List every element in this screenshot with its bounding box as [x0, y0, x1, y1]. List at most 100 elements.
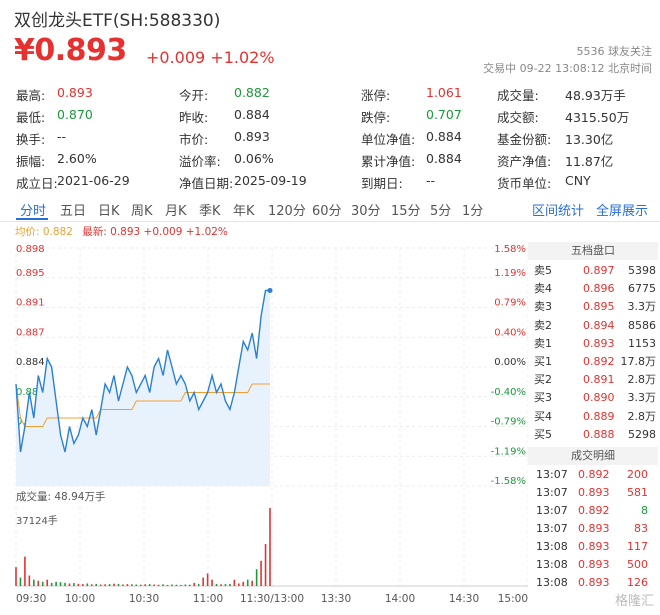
stat-label: 换手: — [16, 132, 46, 147]
volume-bar — [33, 579, 35, 586]
trade-quantity: 117 — [627, 540, 648, 553]
level-name: 买4 — [534, 409, 552, 423]
order-level: 买1 0.892 17.8万 — [528, 353, 658, 371]
volume-bar — [73, 583, 75, 586]
order-level: 卖4 0.896 6775 — [528, 280, 658, 298]
period-tabs: 分时 五日 日K 周K 月K 季K 年K 120分 60分 30分 15分 5分 1分 区间统计 全屏展示 — [0, 196, 660, 222]
volume-bar — [55, 581, 57, 586]
tab-0[interactable]: 分时 — [20, 204, 47, 219]
level-quantity: 1153 — [628, 336, 656, 350]
level-price: 0.895 — [583, 300, 615, 314]
y-tick-label: 0.887 — [16, 327, 45, 338]
stat-label: 资产净值: — [497, 154, 552, 169]
order-level: 买5 0.888 5298 — [528, 426, 658, 444]
tab-7[interactable]: 120分 — [268, 204, 306, 219]
trade-quantity: 126 — [627, 576, 648, 589]
x-tick-label: 13:30 — [321, 593, 351, 605]
volume-bar — [233, 579, 236, 586]
volume-bar — [197, 584, 200, 586]
volume-bar — [41, 581, 44, 586]
trade-time: 13:07 — [536, 468, 568, 481]
order-level: 卖3 0.895 3.3万 — [528, 298, 658, 316]
stat-value: 11.87亿 — [565, 154, 614, 169]
volume-bar — [122, 584, 124, 586]
trade-row: 13:07 0.892 8 — [528, 502, 658, 520]
volume-bar — [68, 583, 71, 586]
y-tick-pct-label: -0.79% — [491, 417, 526, 428]
volume-bar — [153, 584, 155, 586]
trade-quantity: 581 — [627, 486, 648, 499]
stat-value: -- — [57, 129, 67, 144]
stat-label: 基金份额: — [497, 132, 552, 147]
volume-bar — [135, 584, 138, 586]
volume-bar — [95, 583, 98, 586]
order-level: 买2 0.891 2.8万 — [528, 371, 658, 389]
volume-bar — [86, 583, 89, 586]
tab-3[interactable]: 周K — [131, 204, 153, 219]
y-tick-pct-label: 0.40% — [494, 327, 526, 338]
stat-value: 0.893 — [57, 85, 93, 100]
volume-bar — [139, 584, 142, 586]
volume-bar — [206, 573, 209, 586]
volume-bar — [180, 584, 182, 586]
price-line — [15, 289, 270, 453]
y-tick-label: 0.891 — [16, 298, 45, 309]
volume-bar — [193, 582, 196, 586]
tab-12[interactable]: 1分 — [462, 204, 484, 219]
stats-row: 换手: -- 市价: 0.893 单位净值: 0.884 基金份额: 13.30亿 — [16, 129, 656, 151]
volume-bar — [77, 583, 80, 586]
y-tick-pct-label: 0.79% — [494, 298, 526, 309]
volume-bar — [131, 584, 133, 586]
level-price: 0.897 — [583, 264, 615, 277]
level-quantity: 2.8万 — [627, 409, 657, 423]
volume-bar — [24, 556, 26, 586]
tab-2[interactable]: 日K — [98, 204, 120, 219]
volume-bar — [255, 569, 258, 586]
stat-label: 成交额: — [497, 110, 539, 125]
volume-bar — [260, 560, 262, 586]
volume-label: 成交量: 48.94万手 — [16, 490, 105, 503]
level-price: 0.889 — [583, 409, 615, 423]
stat-label: 成立日: — [16, 176, 58, 191]
volume-bar — [148, 584, 151, 586]
stat-label: 净值日期: — [179, 176, 234, 191]
tab-4[interactable]: 月K — [165, 204, 187, 219]
follower-count[interactable]: 5536 球友关注 — [576, 45, 653, 58]
volume-bar — [113, 583, 115, 586]
stats-row: 最低: 0.870 昨收: 0.884 跌停: 0.707 成交额: 4315.50万 — [16, 107, 656, 129]
level-price: 0.891 — [583, 373, 615, 387]
tab-10[interactable]: 15分 — [391, 204, 421, 219]
volume-bar — [144, 584, 147, 586]
level-quantity: 2.8万 — [627, 373, 657, 387]
stat-label: 今开: — [179, 88, 209, 103]
tab-1[interactable]: 五日 — [60, 204, 87, 219]
order-book-title: 五档盘口 — [528, 242, 658, 260]
volume-bar — [126, 584, 129, 586]
active-tab-indicator — [16, 218, 48, 220]
volume-bar — [251, 580, 253, 586]
trade-row: 13:08 0.893 117 — [528, 538, 658, 556]
tab-5[interactable]: 季K — [199, 204, 221, 219]
trade-row: 13:08 0.893 500 — [528, 556, 658, 574]
trade-price: 0.893 — [578, 540, 610, 553]
volume-bar — [224, 584, 227, 586]
tab-6[interactable]: 年K — [233, 204, 255, 219]
level-price: 0.896 — [583, 282, 615, 296]
stat-label: 到期日: — [361, 176, 403, 191]
order-level: 买3 0.890 3.3万 — [528, 389, 658, 407]
order-level: 买4 0.889 2.8万 — [528, 408, 658, 426]
tab-9[interactable]: 30分 — [351, 204, 381, 219]
y-tick-pct-label: 1.58% — [494, 244, 526, 255]
tab-8[interactable]: 60分 — [312, 204, 342, 219]
volume-bar — [238, 583, 240, 586]
level-name: 买3 — [534, 391, 552, 405]
tab-11[interactable]: 5分 — [430, 204, 452, 219]
stat-label: 货币单位: — [497, 176, 552, 191]
x-tick-label: 11:00 — [193, 593, 223, 605]
intraday-chart[interactable]: 0.898 1.58% 0.895 1.19% 0.891 0.79% 0.887 0.40%… — [0, 236, 528, 615]
volume-bar — [264, 543, 267, 586]
range-stats-link[interactable]: 区间统计 — [532, 204, 585, 219]
stats-row: 最高: 0.893 今开: 0.882 涨停: 1.061 成交量: 48.93万手 — [16, 85, 656, 107]
level-quantity: 3.3万 — [627, 300, 657, 314]
fullscreen-link[interactable]: 全屏展示 — [596, 204, 649, 219]
